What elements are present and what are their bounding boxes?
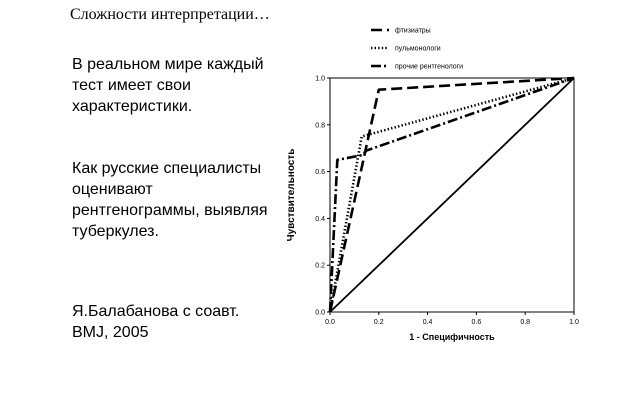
y-tick-label: 0.0 xyxy=(315,310,325,317)
y-tick-label: 0.8 xyxy=(315,122,325,129)
x-tick-label: 0.8 xyxy=(520,319,530,326)
x-tick-label: 0.4 xyxy=(423,319,433,326)
legend-label-1: фтизиатры xyxy=(395,28,431,35)
x-axis-label: 1 - Специфичность xyxy=(409,332,495,342)
paragraph-test-characteristics: В реальном мире каждый тест имеет свои х… xyxy=(72,56,264,115)
y-tick-label: 0.4 xyxy=(315,216,325,223)
x-tick-label: 0.6 xyxy=(472,319,482,326)
series-line-3 xyxy=(328,76,575,313)
slide-title: Сложности интерпретации… xyxy=(70,6,270,23)
x-tick-label: 1.0 xyxy=(569,319,579,326)
x-tick-label: 0.2 xyxy=(374,319,384,326)
x-tick-label: 0.0 xyxy=(325,319,335,326)
y-axis-label: Чувствительность xyxy=(286,149,297,242)
series-line-2 xyxy=(328,76,575,313)
y-tick-label: 1.0 xyxy=(315,76,325,83)
paragraph-russian-specialists: Как русские специалисты оценивают рентге… xyxy=(72,160,268,240)
legend-label-3: прочие рентгенологи xyxy=(395,64,463,71)
legend-label-2: пульмонологи xyxy=(395,46,441,53)
series-line-1 xyxy=(328,76,575,313)
reference-diagonal-line xyxy=(329,77,575,313)
plot-frame xyxy=(329,77,575,313)
y-tick-label: 0.6 xyxy=(315,169,325,176)
paragraph-citation: Я.Балабанова с соавт. BMJ, 2005 xyxy=(72,303,240,341)
y-tick-label: 0.2 xyxy=(315,263,325,270)
